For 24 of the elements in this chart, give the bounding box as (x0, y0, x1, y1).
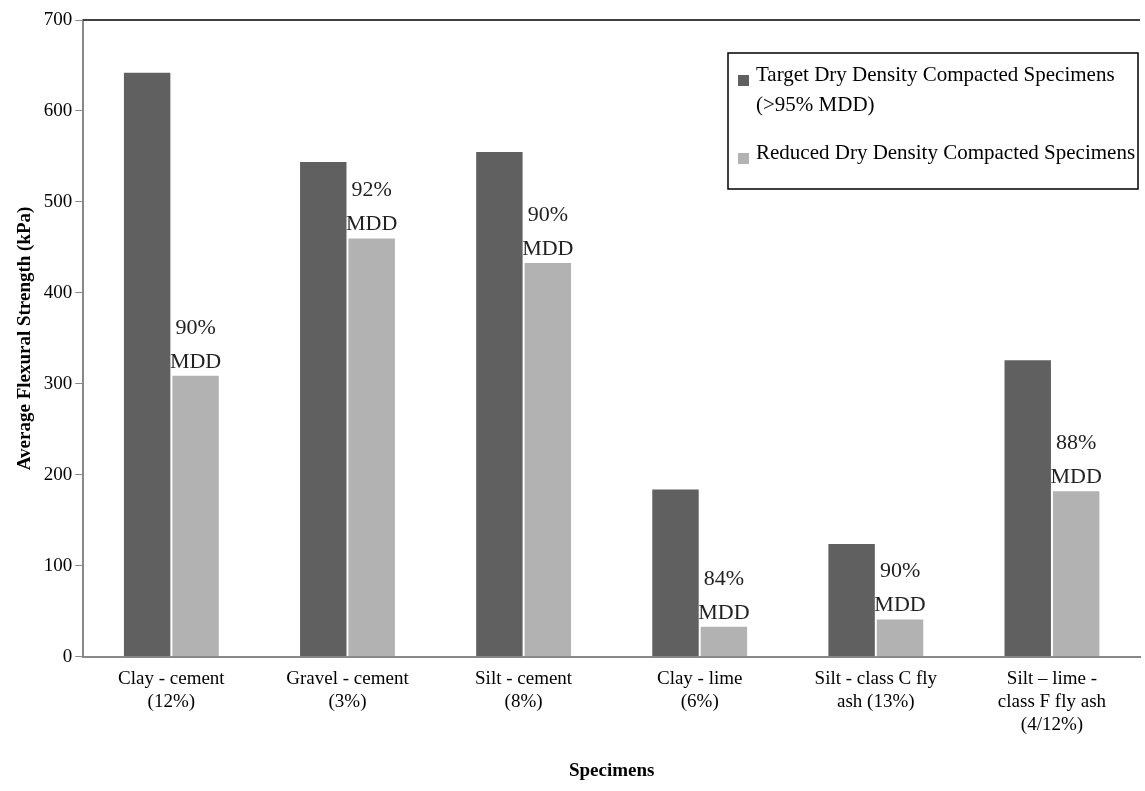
annotation: 90% MDD (874, 557, 926, 617)
y-tick-label: 600 (43, 98, 73, 120)
y-axis-title: Average Flexural Strength (kPa) (13, 206, 36, 471)
legend-label: Reduced Dry Density Compacted Specimens (756, 140, 1136, 165)
legend-label: Target Dry Density Compacted Specimens (>95% MDD) (756, 62, 1115, 117)
x-axis-title: Specimens (568, 758, 655, 780)
x-tick-label: Clay - lime (6%) (656, 667, 743, 712)
x-tick-label: Silt – lime - class F fly ash (4/12%) (997, 667, 1107, 735)
y-tick-label: 100 (43, 553, 73, 575)
y-tick-label: 400 (43, 280, 73, 302)
y-tick-label: 200 (43, 462, 73, 484)
x-tick-label: Clay - cement (12%) (118, 667, 226, 712)
x-tick-label: Gravel - cement (3%) (286, 667, 410, 712)
y-tick-label: 0 (62, 644, 73, 666)
annotation: 88% MDD (1050, 429, 1102, 489)
y-tick-label: 300 (43, 371, 73, 393)
annotation: 90% MDD (522, 200, 574, 260)
x-tick-label: Silt - cement (8%) (475, 667, 573, 712)
annotation: 92% MDD (346, 176, 398, 236)
y-tick-label: 700 (43, 7, 73, 29)
y-tick-label: 500 (43, 189, 73, 211)
annotation: 90% MDD (169, 313, 222, 373)
annotation: 84% MDD (698, 564, 750, 624)
x-tick-label: Silt - class C fly ash (13%) (814, 667, 938, 712)
